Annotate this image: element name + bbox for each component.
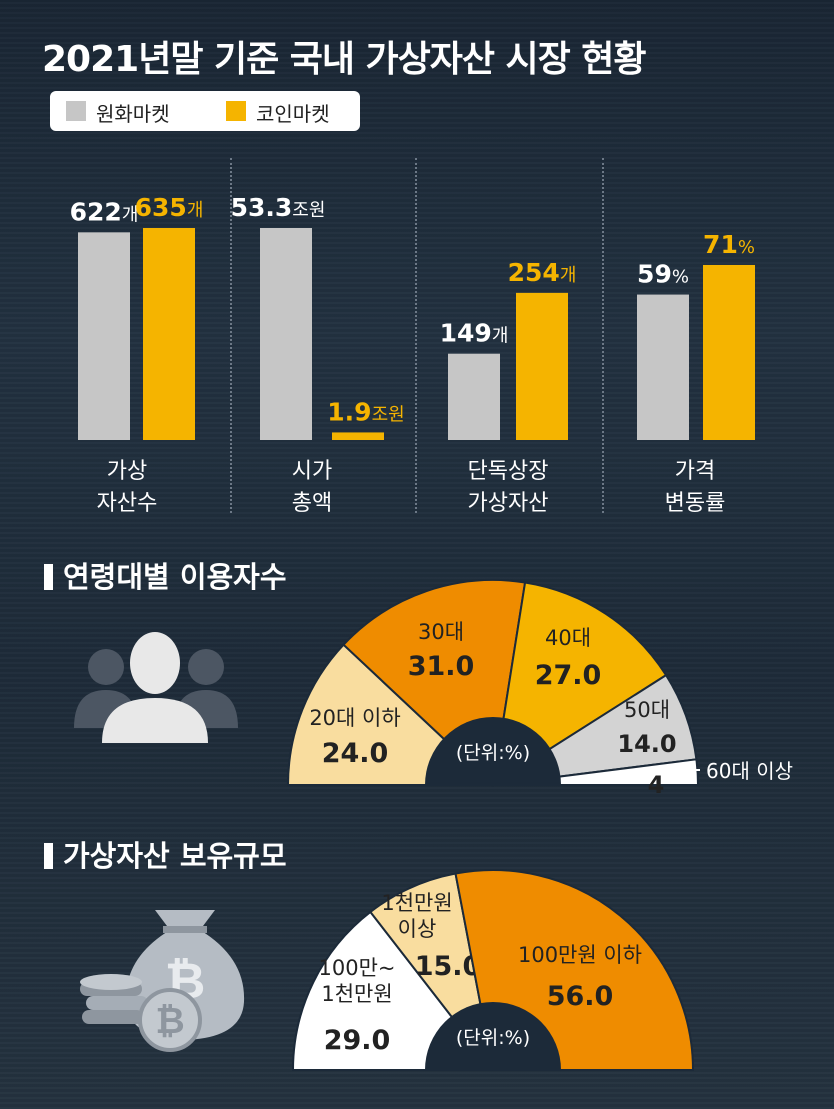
slice-value: 29.0 (324, 1025, 391, 1056)
legend: 원화마켓 코인마켓 (50, 91, 360, 131)
bar-coin (332, 432, 384, 440)
slice-label: 60대 이상 (706, 759, 793, 783)
bar-won (78, 232, 130, 440)
slice-label: 이상 (398, 917, 437, 941)
pie-hub (425, 717, 561, 785)
data-label-won: 622개 (70, 197, 139, 226)
slice-label: 1천만원 (321, 982, 392, 1006)
category-label: 총액 (292, 491, 332, 516)
slice-value: 14.0 (617, 730, 676, 758)
slice-label: 50대 (624, 698, 670, 722)
slice-label: 30대 (418, 620, 464, 644)
people-group-icon (74, 632, 238, 743)
section-heading-holding-text: 가상자산 보유규모 (63, 839, 287, 873)
group-divider (415, 158, 417, 513)
legend-label-won: 원화마켓 (96, 102, 170, 126)
category-label: 자산수 (97, 491, 158, 516)
slice-label: 100만~ (319, 956, 396, 980)
page-title: 2021년말 기준 국내 가상자산 시장 현황 (42, 39, 647, 80)
data-label-won: 59% (637, 260, 689, 289)
bar-won (637, 294, 689, 440)
group-divider (602, 158, 604, 513)
slice-value: 27.0 (535, 660, 602, 691)
slice-label: 20대 이하 (309, 706, 400, 730)
section-marker (44, 564, 53, 590)
slice-value: 4 (648, 771, 665, 799)
data-label-coin: 1.9조원 (327, 397, 404, 426)
category-label: 가상 (107, 459, 147, 484)
legend-swatch-won (66, 101, 86, 121)
section-heading-age: 연령대별 이용자수 (44, 554, 287, 596)
legend-label-coin: 코인마켓 (256, 102, 330, 126)
section-heading-age-text: 연령대별 이용자수 (63, 560, 287, 594)
section-marker (44, 843, 53, 869)
slice-value: 31.0 (408, 651, 475, 682)
bar-coin (516, 292, 568, 440)
category-label: 변동률 (665, 491, 726, 516)
data-label-coin: 254개 (508, 258, 577, 287)
bitcoin-moneybag-icon: ₿ ₿ (80, 910, 245, 1052)
bar-won (260, 228, 312, 440)
slice-label: 1천만원 (381, 891, 452, 915)
category-label: 단독상장 (468, 459, 549, 484)
data-label-won: 53.3조원 (231, 193, 326, 222)
category-label: 시가 (292, 459, 332, 484)
svg-text:₿: ₿ (155, 1001, 184, 1042)
category-label: 가상자산 (468, 491, 549, 516)
data-label-coin: 635개 (135, 193, 204, 222)
data-label-coin: 71% (703, 230, 755, 259)
slice-value: 15.0 (415, 951, 482, 982)
legend-swatch-coin (226, 101, 246, 121)
unit-note: (단위:%) (456, 1027, 530, 1049)
bar-coin (143, 228, 195, 440)
bar-coin (703, 264, 755, 440)
category-label: 가격 (675, 459, 715, 484)
slice-value: 56.0 (547, 981, 614, 1012)
bar-won (448, 353, 500, 440)
section-heading-holding: 가상자산 보유규모 (44, 833, 287, 875)
slice-value: 24.0 (322, 738, 389, 769)
slice-label: 40대 (545, 626, 591, 650)
data-label-won: 149개 (440, 319, 509, 348)
group-divider (230, 158, 232, 513)
unit-note: (단위:%) (456, 742, 530, 764)
pie-hub (425, 1002, 561, 1070)
slice-label: 100만원 이하 (518, 943, 642, 967)
